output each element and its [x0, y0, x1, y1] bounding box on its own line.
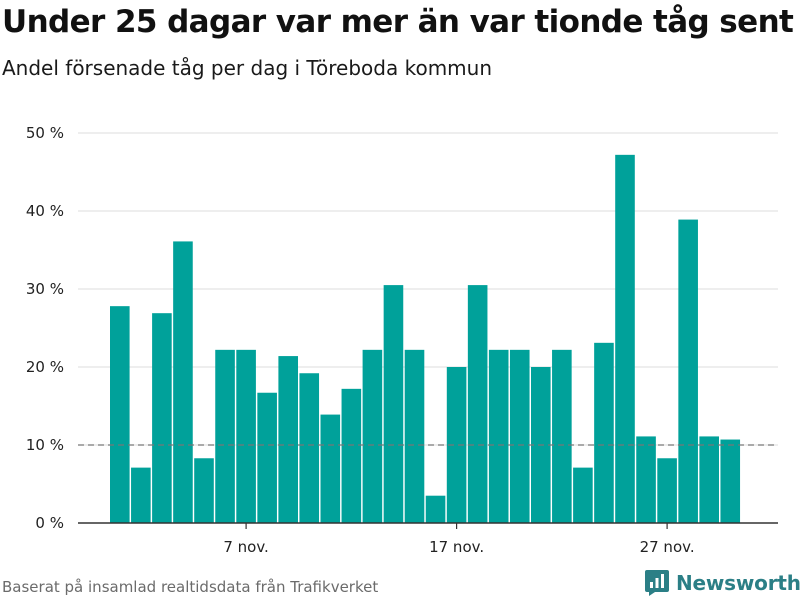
bar [509, 349, 530, 523]
newsworthy-logo[interactable]: Newsworthy [644, 568, 800, 598]
bar [699, 436, 719, 523]
bar [594, 342, 614, 523]
x-tick-label: 7 nov. [223, 538, 268, 556]
bar [678, 219, 698, 523]
bar [173, 241, 193, 524]
bar [320, 414, 341, 523]
bar [152, 313, 172, 523]
bar [194, 458, 214, 523]
bar [636, 436, 656, 523]
y-axis-ticks: 0 % 10 % 20 % 30 % 40 % 50 % [26, 124, 64, 532]
bar [215, 349, 235, 523]
bar [573, 467, 593, 523]
x-tick-label: 17 nov. [429, 538, 484, 556]
bar [552, 349, 572, 523]
y-tick-label: 30 % [26, 280, 64, 298]
bar [278, 356, 298, 523]
bar [488, 349, 509, 523]
bar [341, 388, 362, 523]
bar [131, 467, 151, 523]
chart-subtitle: Andel försenade tåg per dag i Töreboda k… [2, 56, 493, 80]
bars [110, 154, 741, 524]
source-note: Baserat på insamlad realtidsdata från Tr… [2, 578, 379, 596]
bar [257, 392, 277, 523]
bar [299, 373, 320, 523]
bar [657, 458, 677, 523]
y-tick-label: 10 % [26, 436, 64, 454]
y-tick-label: 0 % [35, 514, 64, 532]
bar-chart-logo-icon [645, 570, 669, 596]
x-axis-ticks: 7 nov. 17 nov. 27 nov. [223, 523, 695, 556]
y-tick-label: 50 % [26, 124, 64, 142]
bar [383, 285, 404, 523]
bar [467, 285, 488, 523]
bar [720, 439, 741, 523]
bar [110, 306, 130, 523]
bar [404, 349, 425, 523]
bar [425, 495, 446, 523]
y-tick-label: 20 % [26, 358, 64, 376]
brand-name: Newsworthy [676, 571, 800, 595]
y-tick-label: 40 % [26, 202, 64, 220]
bar [236, 349, 256, 523]
bar [362, 349, 383, 523]
chart-title: Under 25 dagar var mer än var tionde tåg… [2, 4, 794, 40]
x-tick-label: 27 nov. [640, 538, 695, 556]
bar [615, 154, 635, 523]
bar [446, 367, 467, 523]
